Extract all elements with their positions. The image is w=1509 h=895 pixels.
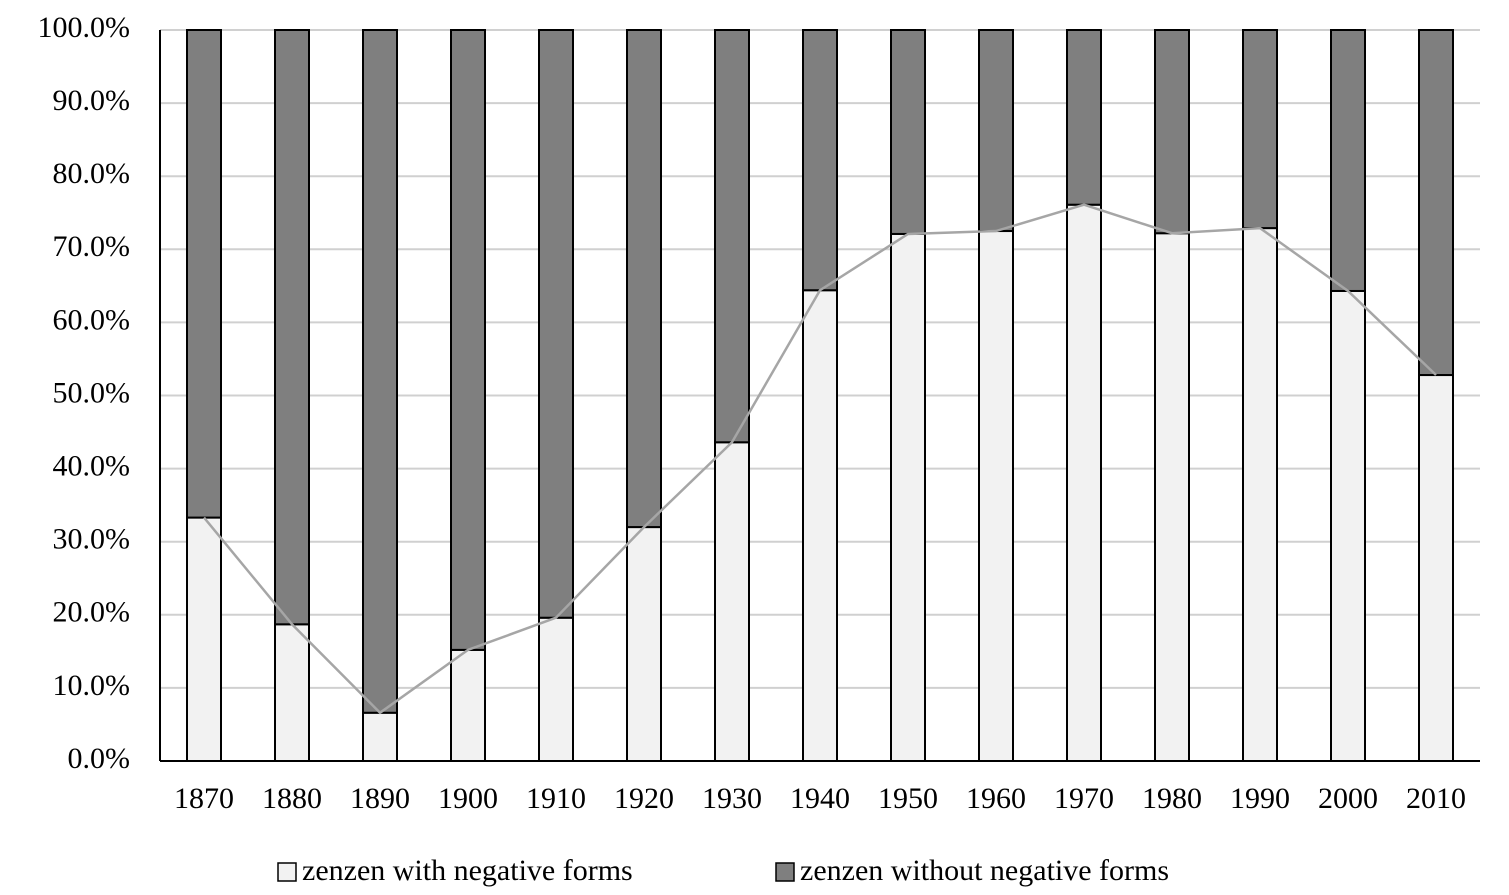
y-tick-label: 40.0% [53, 449, 131, 482]
bar-segment [626, 29, 662, 529]
bar-segment [1154, 29, 1190, 235]
x-tick-label: 1950 [878, 782, 938, 815]
bar-segment [1330, 29, 1366, 292]
x-tick-label: 1930 [702, 782, 762, 815]
bar-segment [802, 29, 838, 292]
x-tick-label: 1990 [1230, 782, 1290, 815]
bar-segment [362, 711, 398, 763]
legend-swatch [277, 862, 297, 882]
bar-segment [1418, 29, 1454, 377]
y-tick-label: 50.0% [53, 376, 131, 409]
bar-segment [714, 29, 750, 444]
bar-segment [890, 29, 926, 235]
x-tick-label: 1980 [1142, 782, 1202, 815]
y-tick-label: 100.0% [38, 11, 131, 44]
bar-segment [1242, 227, 1278, 762]
x-tick-label: 1880 [262, 782, 322, 815]
bar-segment [802, 289, 838, 762]
x-tick-label: 1920 [614, 782, 674, 815]
bar-segment [1066, 203, 1102, 763]
bar-segment [186, 516, 222, 763]
x-tick-label: 2010 [1406, 782, 1466, 815]
bar-segment [978, 230, 1014, 762]
x-tick-label: 1970 [1054, 782, 1114, 815]
bar-segment [186, 29, 222, 519]
y-tick-label: 30.0% [53, 523, 131, 556]
bar-segment [1418, 374, 1454, 762]
x-tick-label: 1900 [438, 782, 498, 815]
bar-segment [890, 232, 926, 763]
legend-label: zenzen with negative forms [302, 854, 633, 887]
y-tick-label: 20.0% [53, 596, 131, 629]
bar-segment [1330, 289, 1366, 762]
bar-segment [274, 29, 310, 626]
bar-segment [538, 29, 574, 619]
y-tick-label: 0.0% [68, 742, 131, 775]
bar-segment [1066, 29, 1102, 206]
x-tick-label: 1910 [526, 782, 586, 815]
y-tick-label: 60.0% [53, 303, 131, 336]
bar-segment [450, 29, 486, 651]
y-tick-label: 10.0% [53, 669, 131, 702]
y-tick-label: 90.0% [53, 84, 131, 117]
legend-label: zenzen without negative forms [800, 854, 1169, 887]
bar-segment [978, 29, 1014, 233]
x-tick-label: 1960 [966, 782, 1026, 815]
x-tick-label: 1890 [350, 782, 410, 815]
x-tick-label: 1940 [790, 782, 850, 815]
x-tick-label: 1870 [174, 782, 234, 815]
bar-segment [1242, 29, 1278, 230]
bar-segment [362, 29, 398, 714]
bar-segment [274, 623, 310, 762]
connector-line [203, 203, 1437, 715]
bar-segment [538, 616, 574, 762]
bar-segment [1154, 232, 1190, 762]
legend-swatch [775, 862, 795, 882]
bar-segment [450, 648, 486, 762]
y-tick-label: 70.0% [53, 230, 131, 263]
x-tick-label: 2000 [1318, 782, 1378, 815]
bar-segment [714, 441, 750, 762]
y-tick-label: 80.0% [53, 157, 131, 190]
bar-segment [626, 526, 662, 763]
